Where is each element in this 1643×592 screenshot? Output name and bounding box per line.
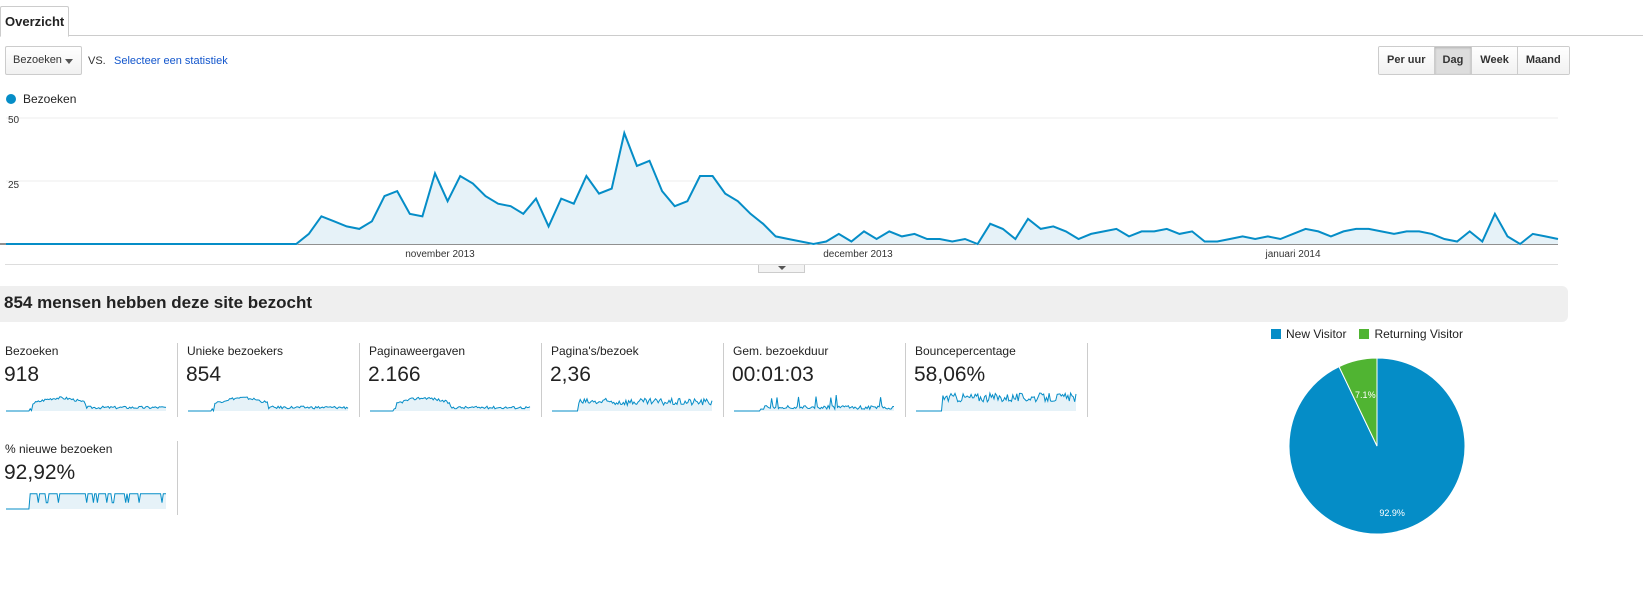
period-button-week[interactable]: Week (1471, 47, 1517, 74)
y-tick-50: 50 (8, 115, 20, 126)
x-tick-november: november 2013 (405, 249, 475, 260)
sparkline-line (6, 396, 167, 412)
metric-value: 918 (4, 363, 40, 386)
metric-label: Pagina's/bezoek (551, 344, 639, 358)
legend-swatch-icon (1271, 329, 1281, 339)
pie-legend-new-label: New Visitor (1286, 327, 1347, 341)
metric-label: Bezoeken (5, 344, 59, 358)
pie-legend-returning-label: Returning Visitor (1374, 327, 1463, 341)
chart-collapse-toggle[interactable] (758, 264, 805, 273)
chart-bottom-divider (5, 264, 1558, 265)
sparkline-line (552, 396, 713, 412)
metric-divider (177, 441, 178, 515)
metric-sparkline (6, 493, 166, 510)
chart-legend: Bezoeken (6, 92, 76, 106)
visits-line (6, 129, 1559, 246)
metric-sparkline (370, 396, 531, 412)
visits-chart[interactable]: 50 25 november 2013 december 2013 januar… (0, 110, 1560, 285)
pie-legend-returning: Returning Visitor (1359, 327, 1463, 341)
chevron-down-icon (65, 59, 73, 64)
metric-card[interactable]: % nieuwe bezoeken 92,92% (0, 441, 178, 517)
sparkline-line (188, 396, 349, 413)
pie-slice[interactable] (1338, 357, 1378, 447)
period-button-per-uur[interactable]: Per uur (1379, 47, 1434, 74)
metric-divider (177, 343, 178, 417)
visits-area (6, 133, 1558, 244)
period-button-dag[interactable]: Dag (1433, 47, 1472, 74)
metric-label: Gem. bezoekduur (733, 344, 829, 358)
sparkline-line (916, 391, 1077, 412)
select-stat-link[interactable]: Selecteer een statistiek (114, 55, 228, 67)
pie-legend-new: New Visitor (1271, 327, 1346, 341)
metric-label: Bouncepercentage (915, 344, 1016, 358)
metric-sparkline (916, 391, 1077, 412)
x-tick-december: december 2013 (823, 249, 893, 260)
metric-select-value: Bezoeken (13, 54, 62, 66)
metric-value: 2.166 (368, 363, 421, 386)
y-tick-25: 25 (8, 180, 20, 191)
metric-card[interactable]: Unieke bezoekers 854 (182, 343, 360, 419)
metric-label: Paginaweergaven (369, 344, 466, 358)
sparkline-line (6, 493, 166, 510)
legend-swatch-icon (1359, 329, 1370, 339)
x-tick-januari: januari 2014 (1265, 249, 1321, 260)
legend-dot-icon (6, 94, 16, 104)
sparkline-line (370, 396, 531, 412)
sparkline-area (916, 393, 1076, 411)
metric-value: 854 (186, 363, 222, 386)
period-button-maand[interactable]: Maand (1516, 47, 1569, 74)
metric-card[interactable]: Paginaweergaven 2.166 (364, 343, 542, 419)
vs-label: VS. (88, 55, 106, 67)
metric-value: 00:01:03 (732, 363, 814, 386)
summary-title: 854 mensen hebben deze site bezocht (4, 293, 312, 312)
legend-label: Bezoeken (23, 92, 77, 106)
metric-card[interactable]: Gem. bezoekduur 00:01:03 (728, 343, 906, 419)
metric-divider (1087, 343, 1088, 417)
pie-slice-label: 7.1% (1355, 389, 1376, 400)
tab-overzicht[interactable]: Overzicht (0, 6, 70, 37)
chevron-down-icon (778, 266, 786, 270)
metric-divider (723, 343, 724, 417)
metric-divider (905, 343, 906, 417)
metric-divider (359, 343, 360, 417)
metric-value: 2,36 (550, 363, 591, 386)
visits-chart-svg (0, 117, 1559, 246)
pie-legend: New Visitor Returning Visitor (1271, 327, 1476, 341)
metric-divider (541, 343, 542, 417)
pie-slice-label: 92.9% (1379, 507, 1405, 518)
visitor-pie-svg (1288, 357, 1466, 535)
metric-card[interactable]: Bouncepercentage 58,06% (910, 343, 1088, 419)
metric-value: 92,92% (4, 461, 76, 484)
metric-value: 58,06% (914, 363, 986, 386)
metric-card[interactable]: Pagina's/bezoek 2,36 (546, 343, 724, 419)
metric-label: Unieke bezoekers (187, 344, 284, 358)
visitor-pie-chart[interactable]: 92.9% 7.1% (1288, 357, 1468, 537)
metric-sparkline (6, 396, 167, 412)
metric-sparkline (552, 396, 713, 412)
metric-sparkline (734, 394, 895, 412)
metric-label: % nieuwe bezoeken (5, 442, 113, 456)
sparkline-line (734, 394, 895, 412)
tab-bar: Overzicht (0, 0, 1643, 37)
period-toggle: Per uur Dag Week Maand (1378, 46, 1570, 75)
summary-header: 854 mensen hebben deze site bezocht (0, 286, 1568, 322)
sparkline-area (370, 397, 530, 411)
metric-select[interactable]: Bezoeken (5, 46, 82, 75)
metric-sparkline (188, 396, 349, 413)
metric-card[interactable]: Bezoeken 918 (0, 343, 178, 419)
